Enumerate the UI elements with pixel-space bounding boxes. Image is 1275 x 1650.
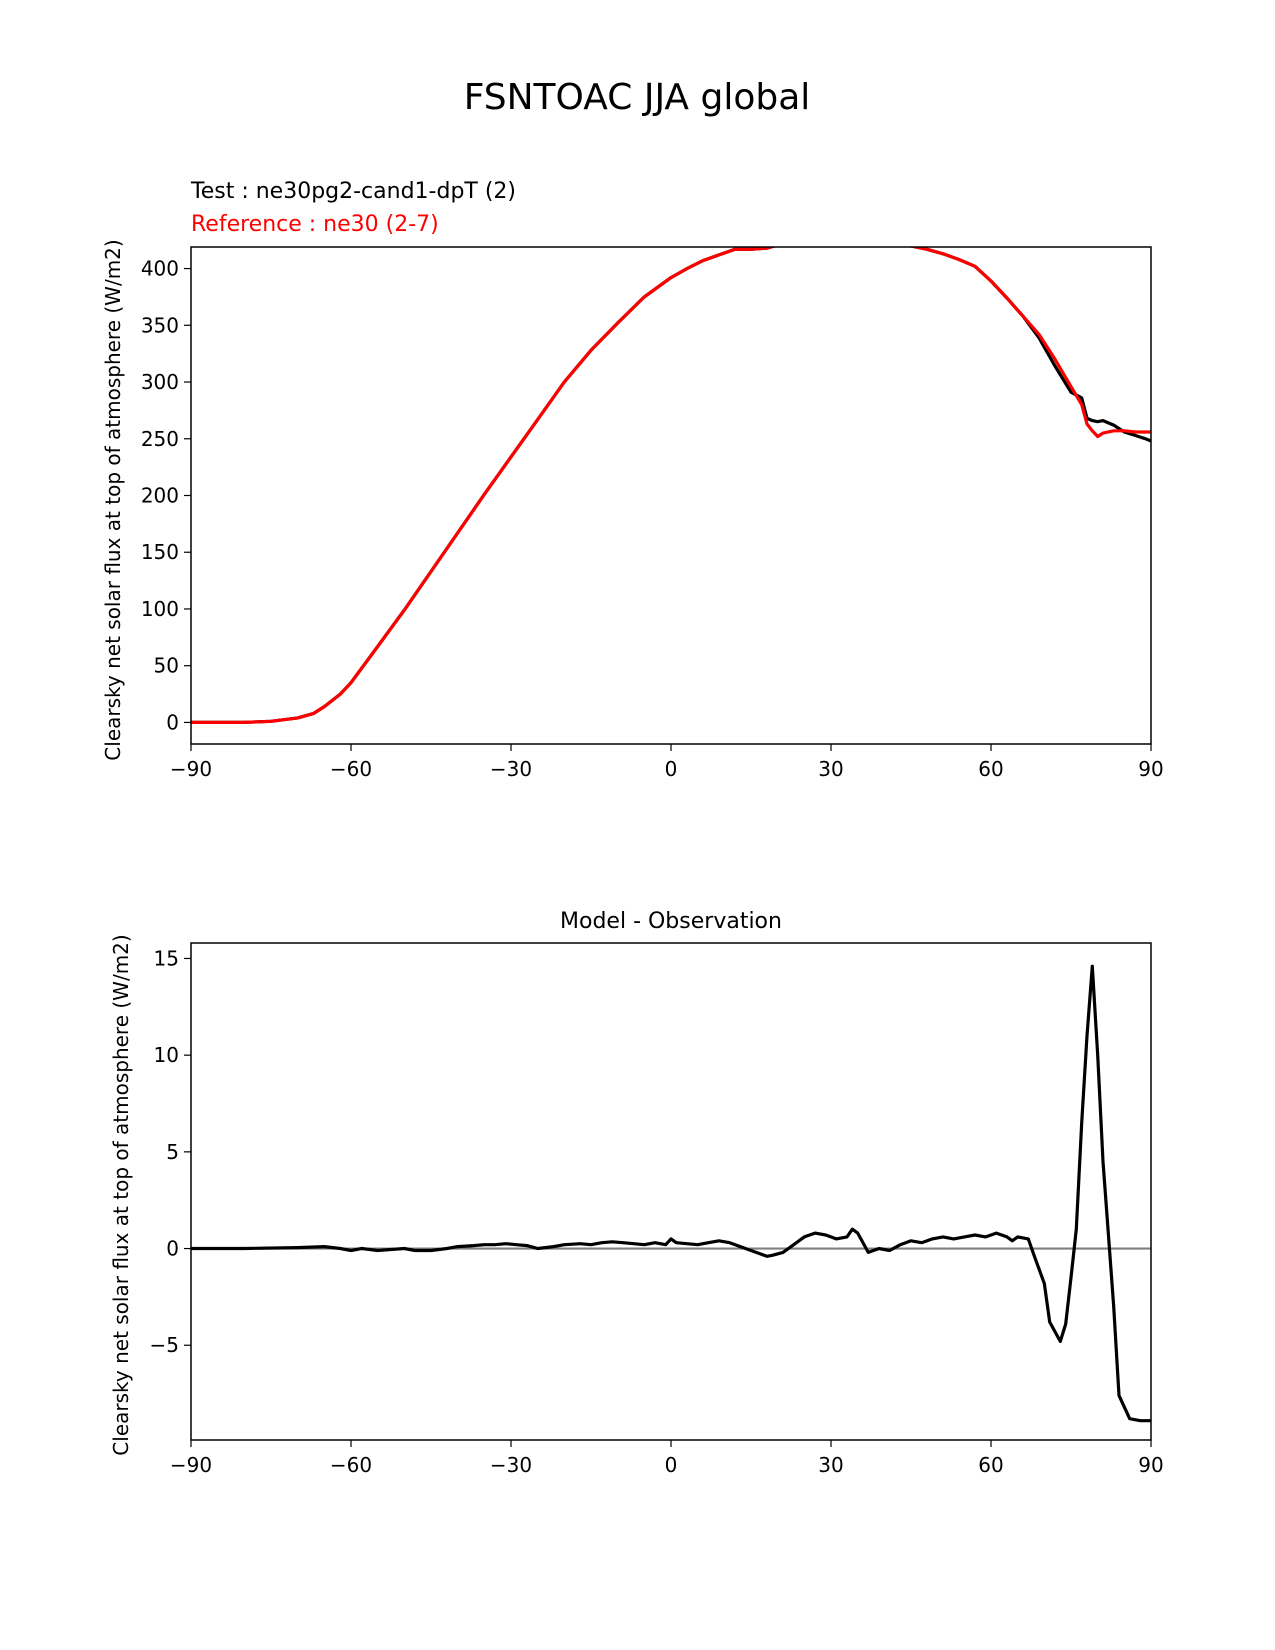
top-panel: Test : ne30pg2-cand1-dpT (2) Reference :… (101, 179, 1164, 781)
top-x-tick-label: 0 (665, 757, 678, 781)
bottom-y-tick-label: 10 (154, 1043, 179, 1067)
top-y-tick-label: 100 (141, 597, 179, 621)
bottom-x-tick-label: −30 (490, 1453, 532, 1477)
top-y-tick-label: 0 (166, 710, 179, 734)
bottom-x-tick-label: −90 (170, 1453, 212, 1477)
bottom-y-tick-label: 5 (166, 1140, 179, 1164)
bottom-x-tick-label: 30 (818, 1453, 843, 1477)
bottom-y-tick-label: 0 (166, 1237, 179, 1261)
bottom-x-tick-label: −60 (330, 1453, 372, 1477)
top-x-tick-label: −90 (170, 757, 212, 781)
top-y-tick-label: 400 (141, 257, 179, 281)
bottom-x-tick-label: 60 (978, 1453, 1003, 1477)
top-x-tick-label: 90 (1138, 757, 1163, 781)
reference-label: Reference : ne30 (2-7) (191, 212, 439, 237)
bottom-x-tick-label: 90 (1138, 1453, 1163, 1477)
bottom-axes-frame (190, 942, 1152, 1441)
top-y-tick-label: 150 (141, 540, 179, 564)
top-x-tick-label: −30 (490, 757, 532, 781)
top-series-test-line (191, 247, 1151, 724)
top-y-tick-label: 250 (141, 427, 179, 451)
top-plot-area: −90 −60 −30 0 30 60 90 0 50 100 150 200 250 300 350 400 (141, 247, 1164, 781)
bottom-y-tick-label: 15 (154, 946, 179, 970)
top-series-reference-line (191, 247, 1151, 724)
top-y-tick-label: 300 (141, 370, 179, 394)
bottom-series-difference-line (191, 964, 1151, 1423)
bottom-panel-title: Model - Observation (560, 909, 782, 934)
top-y-tick-label: 200 (141, 484, 179, 508)
figure-title: FSNTOAC JJA global (464, 77, 811, 118)
top-y-axis-label: Clearsky net solar flux at top of atmosp… (101, 239, 125, 760)
bottom-y-tick-label: −5 (150, 1333, 179, 1357)
bottom-x-tick-label: 0 (665, 1453, 678, 1477)
top-y-tick-label: 50 (154, 654, 179, 678)
test-label: Test : ne30pg2-cand1-dpT (2) (190, 179, 516, 204)
bottom-y-axis-label: Clearsky net solar flux at top of atmosp… (109, 934, 133, 1455)
top-x-tick-label: 60 (978, 757, 1003, 781)
bottom-panel: Model - Observation Clearsky net solar f… (109, 909, 1164, 1477)
top-x-tick-label: −60 (330, 757, 372, 781)
top-x-tick-label: 30 (818, 757, 843, 781)
bottom-plot-area: −90 −60 −30 0 30 60 90 −5 0 5 10 15 (150, 946, 1164, 1477)
top-y-tick-label: 350 (141, 313, 179, 337)
top-axes-frame (190, 246, 1152, 745)
